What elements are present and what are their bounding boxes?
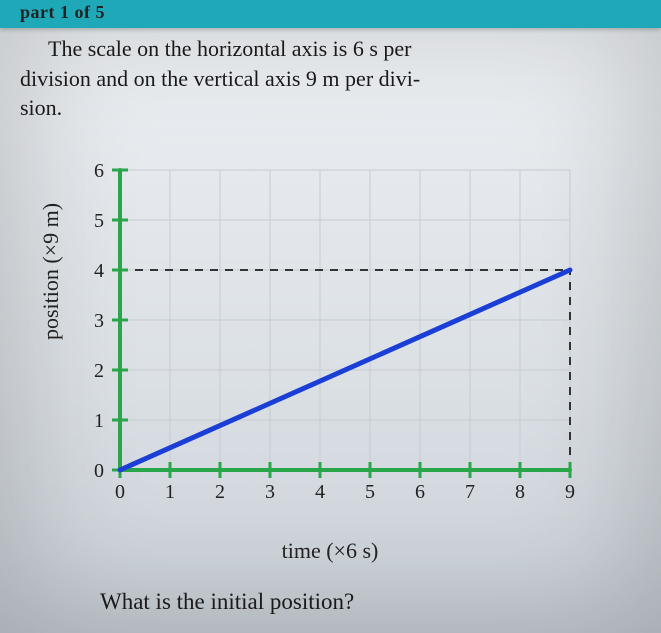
svg-text:0: 0	[94, 460, 104, 482]
svg-text:1: 1	[94, 410, 104, 432]
part-label: part 1 of 5	[20, 2, 105, 23]
svg-text:0: 0	[115, 481, 125, 503]
svg-text:1: 1	[165, 481, 175, 503]
x-axis-label: time (×6 s)	[50, 538, 610, 564]
svg-text:6: 6	[415, 481, 425, 503]
problem-line2: division and on the vertical axis 9 m pe…	[20, 66, 420, 91]
svg-text:8: 8	[515, 481, 525, 503]
svg-text:4: 4	[94, 260, 104, 282]
problem-line3: sion.	[20, 95, 62, 120]
svg-text:9: 9	[565, 481, 575, 503]
question-text: What is the initial position?	[100, 589, 354, 615]
position-time-chart: 0 1 2 3 4 5 6 7 8 9 0 1 2 3 4 5 6	[50, 160, 610, 530]
chart-container: position (×9 m) 01234567890123456 time (…	[50, 160, 610, 560]
svg-text:6: 6	[94, 160, 104, 182]
svg-text:5: 5	[94, 210, 104, 232]
svg-text:3: 3	[265, 481, 275, 503]
svg-text:4: 4	[315, 481, 325, 503]
y-axis-label: position (×9 m)	[38, 203, 64, 340]
svg-text:2: 2	[215, 481, 225, 503]
svg-text:7: 7	[465, 481, 475, 503]
svg-text:5: 5	[365, 481, 375, 503]
svg-text:2: 2	[94, 360, 104, 382]
problem-text: The scale on the horizontal axis is 6 s …	[20, 34, 641, 123]
svg-text:3: 3	[94, 310, 104, 332]
problem-line1: The scale on the horizontal axis is 6 s …	[48, 36, 412, 61]
